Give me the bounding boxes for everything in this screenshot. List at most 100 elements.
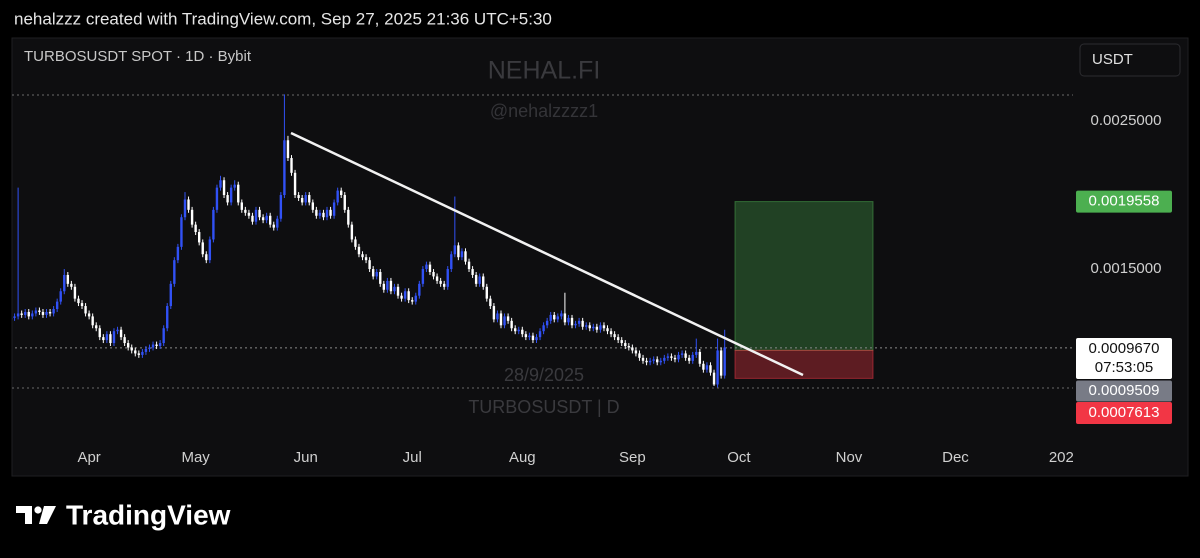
candle-body	[524, 334, 528, 338]
candle-body	[482, 276, 485, 287]
candle-body	[485, 286, 488, 299]
x-tick-label: Aug	[509, 449, 536, 466]
candle-body	[173, 260, 176, 284]
candle-body	[393, 286, 396, 292]
candle-body	[137, 353, 141, 355]
candle-body	[695, 351, 698, 355]
y-tick-label: 0.0025000	[1091, 112, 1162, 129]
candle-body	[31, 313, 34, 317]
x-tick-label: Nov	[836, 449, 863, 466]
candle-body	[407, 291, 410, 301]
candle-body	[574, 323, 577, 326]
candle-body	[300, 198, 304, 203]
entry-price-label-box	[1076, 380, 1172, 402]
tradingview-logo: TradingView	[16, 499, 231, 530]
logo-mark	[34, 506, 42, 514]
candle-body	[460, 251, 464, 258]
candle-body	[212, 209, 215, 240]
candle-body	[656, 359, 659, 363]
candle-body	[336, 190, 339, 203]
candle-body	[70, 283, 73, 287]
candle-body	[538, 331, 542, 338]
candle-body	[237, 184, 240, 203]
candle-body	[151, 344, 155, 348]
last-price-box	[1076, 338, 1172, 379]
candle-body	[723, 347, 726, 376]
candle-body	[627, 346, 631, 348]
candle-body	[609, 331, 613, 335]
logo-mark	[16, 506, 32, 524]
x-tick-label: 2026	[1049, 449, 1082, 466]
candle-body	[709, 365, 712, 373]
candle-body	[130, 347, 133, 351]
candle-body	[364, 257, 368, 261]
last-price-label: 0.0009670	[1089, 340, 1160, 357]
candle-body	[616, 337, 620, 341]
candle-body	[80, 303, 84, 307]
watermark-symbol: TURBOSUSDT | D	[468, 397, 619, 417]
candle-body	[52, 309, 55, 314]
candle-body	[396, 286, 400, 296]
candle-body	[215, 187, 219, 210]
candle-body	[506, 316, 510, 321]
candle-body	[567, 317, 570, 323]
target-price-label-box	[1076, 190, 1172, 213]
candle-body	[411, 300, 414, 302]
candle-body	[290, 158, 293, 173]
candle-body	[464, 251, 467, 262]
x-tick-label: Sep	[619, 449, 646, 466]
candle-body	[322, 212, 325, 218]
candle-body	[570, 317, 574, 326]
candle-body	[329, 209, 332, 216]
candle-body	[613, 334, 616, 338]
candle-body	[581, 320, 584, 327]
candle-body	[666, 356, 670, 358]
candle-body	[222, 180, 226, 196]
candle-body	[503, 316, 506, 326]
candle-body	[229, 187, 233, 203]
candle-body	[496, 313, 499, 320]
candle-body	[560, 313, 563, 317]
candle-body	[418, 283, 421, 296]
x-tick-label: Dec	[942, 449, 969, 466]
candle-body	[27, 311, 30, 317]
candle-body	[148, 347, 151, 349]
candle-body	[158, 343, 162, 347]
y-tick-label: 0.0015000	[1091, 260, 1162, 277]
candle-body	[513, 328, 517, 332]
candle-body	[286, 140, 290, 159]
candle-body	[38, 310, 41, 312]
candle-body	[542, 325, 545, 332]
candle-body	[474, 274, 478, 284]
candle-body	[375, 272, 378, 277]
candle-body	[187, 199, 190, 210]
candle-body	[123, 337, 126, 344]
candle-body	[517, 329, 520, 332]
candle-body	[659, 360, 662, 363]
candle-body	[347, 209, 350, 225]
candle-body	[272, 224, 275, 228]
candle-body	[588, 325, 591, 329]
candle-body	[677, 354, 680, 360]
candle-body	[318, 212, 322, 216]
candle-body	[403, 291, 407, 299]
watermark-handle: @nehalzzzz1	[490, 101, 598, 121]
candle-body	[293, 172, 297, 196]
candle-body	[478, 276, 481, 284]
candle-body	[12, 317, 13, 320]
candle-body	[311, 202, 315, 210]
x-tick-label: Apr	[77, 449, 100, 466]
candle-body	[155, 344, 158, 347]
candle-body	[702, 363, 705, 370]
candle-body	[194, 224, 197, 233]
candle-body	[119, 329, 123, 338]
currency-button[interactable]	[1079, 43, 1181, 77]
candle-body	[450, 254, 453, 270]
trend-line[interactable]	[290, 131, 804, 377]
candle-body	[631, 347, 634, 351]
logo-mark	[39, 506, 56, 524]
x-tick-label: Jul	[403, 449, 422, 466]
candle-body	[276, 218, 279, 228]
candle-body	[254, 209, 258, 222]
